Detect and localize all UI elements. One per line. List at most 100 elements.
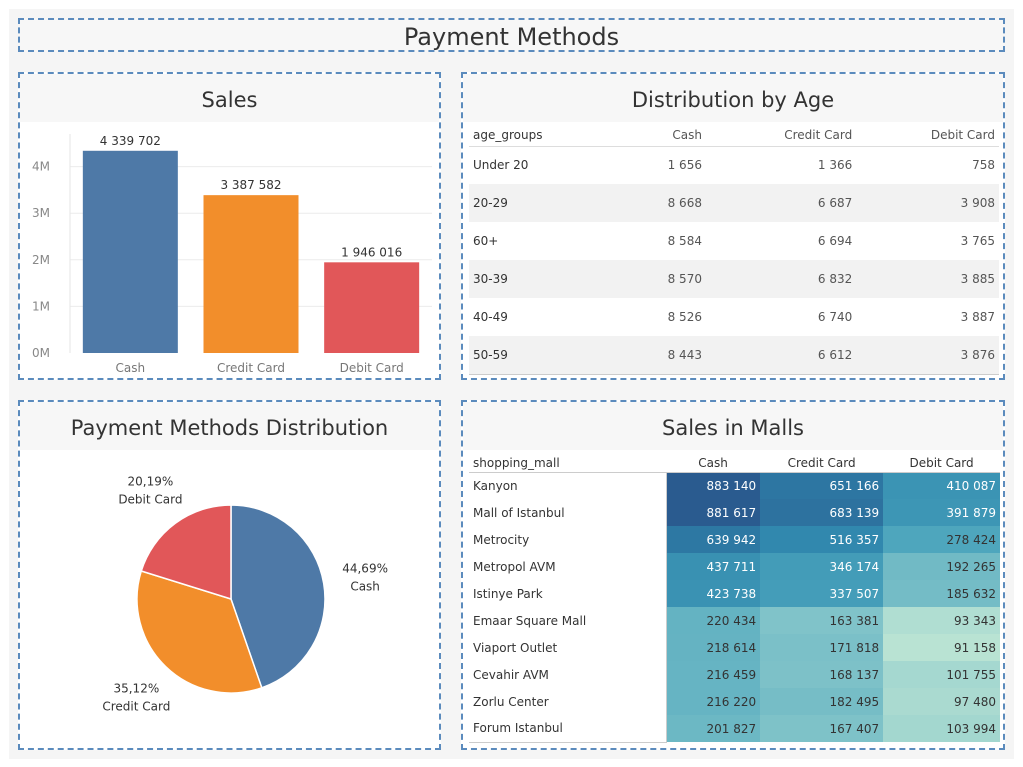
mall-name-cell: Zorlu Center <box>469 688 667 715</box>
mall-heat-cell: 103 994 <box>883 715 1000 742</box>
mall-heat-cell: 163 381 <box>760 607 884 634</box>
mall-heat-cell: 216 459 <box>666 661 761 688</box>
malls-table-row: Forum Istanbul 201 827 167 407 103 994 <box>469 715 1000 743</box>
payment-pie-chart: 44,69% Cash 35,12% Credit Card 20,19% Debit C… <box>102 474 388 714</box>
mall-heat-cell: 93 343 <box>883 607 1000 634</box>
age-value-cell: 6 740 <box>817 310 853 324</box>
malls-column-header: shopping_mall <box>469 454 666 473</box>
malls-table-row: Metrocity 639 942 516 357 278 424 <box>469 526 1000 553</box>
age-table: age_groups Cash Credit Card Debit Card Unde… <box>469 124 999 375</box>
mall-heat-cell: 171 818 <box>760 634 884 661</box>
age-group-cell: 60+ <box>473 234 499 248</box>
age-value-cell: 8 668 <box>622 184 706 222</box>
pie-slice-credit-card[interactable] <box>136 570 263 694</box>
y-tick-label: 2M <box>32 253 50 267</box>
bar-cash[interactable] <box>82 150 178 353</box>
pie-name-label: Cash <box>350 579 380 593</box>
age-value-cell: 8 526 <box>667 310 702 324</box>
age-value-cell: 3 887 <box>960 310 995 324</box>
mall-heat-cell: 167 407 <box>760 715 884 742</box>
age-value-cell: 1 656 <box>667 158 702 173</box>
malls-column-header: Credit Card <box>760 454 884 473</box>
sales-panel: Sales 0M 1M 2M 3M 4M 4 339 702 Cash 3 387 582 Cr… <box>18 72 441 380</box>
age-value-cell: 8 443 <box>622 336 706 375</box>
malls-table-row: Zorlu Center 216 220 182 495 97 480 <box>469 688 1000 715</box>
y-tick-label: 1M <box>32 299 50 313</box>
malls-table-row: Emaar Square Mall 220 434 163 381 93 343 <box>469 607 1000 634</box>
age-value-cell: 6 832 <box>705 260 857 298</box>
pie-slice-cash[interactable] <box>230 504 326 689</box>
age-table-row: 30-39 8 570 6 832 3 885 <box>469 260 999 298</box>
malls-table-row: Viaport Outlet 218 614 171 818 91 158 <box>469 634 1000 661</box>
age-value-cell: 1 366 <box>817 158 853 173</box>
age-value-cell: 8 570 <box>622 260 706 298</box>
age-title: Distribution by Age <box>463 74 1003 122</box>
pie-panel: Payment Methods Distribution 44,69% Cash 3… <box>18 400 441 750</box>
mall-heat-cell: 881 617 <box>666 499 761 526</box>
mall-heat-cell: 391 879 <box>883 499 1000 526</box>
mall-heat-cell: 182 495 <box>760 688 884 715</box>
age-value-cell: 8 584 <box>667 234 702 248</box>
mall-name-cell: Istinye Park <box>469 580 667 607</box>
x-category-label: Credit Card <box>217 361 285 375</box>
mall-heat-cell: 185 632 <box>883 580 1000 607</box>
pie-percent-label: 20,19% <box>128 474 174 488</box>
mall-heat-cell: 218 614 <box>666 634 761 661</box>
mall-heat-cell: 516 357 <box>760 526 884 553</box>
malls-table-row: Metropol AVM 437 711 346 174 192 265 <box>469 553 1000 580</box>
age-group-cell: 40-49 <box>473 310 508 324</box>
mall-heat-cell: 278 424 <box>883 526 1000 553</box>
mall-heat-cell: 651 166 <box>760 472 884 499</box>
bar-value-label: 1 946 016 <box>341 245 402 259</box>
age-value-cell: 3 908 <box>856 184 999 222</box>
mall-heat-cell: 220 434 <box>666 607 761 634</box>
pie-name-label: Credit Card <box>102 700 170 714</box>
malls-table-row: Mall of Istanbul 881 617 683 139 391 879 <box>469 499 1000 526</box>
mall-heat-cell: 201 827 <box>666 715 761 742</box>
age-column-header: age_groups <box>469 124 623 147</box>
bar-credit-card[interactable] <box>203 195 299 353</box>
malls-table-row: Kanyon 883 140 651 166 410 087 <box>469 472 1000 499</box>
mall-heat-cell: 437 711 <box>666 553 761 580</box>
age-value-cell: 3 765 <box>960 234 995 248</box>
mall-heat-cell: 91 158 <box>883 634 1000 661</box>
age-group-cell: Under 20 <box>473 158 529 173</box>
age-column-header: Cash <box>622 124 706 147</box>
y-tick-label: 0M <box>32 346 50 360</box>
sales-bar-chart: 0M 1M 2M 3M 4M 4 339 702 Cash 3 387 582 Credit C… <box>32 134 432 375</box>
age-table-row: Under 20 1 656 1 366 758 <box>469 146 999 184</box>
mall-heat-cell: 101 755 <box>883 661 1000 688</box>
mall-name-cell: Mall of Istanbul <box>469 499 667 526</box>
malls-title: Sales in Malls <box>463 402 1003 450</box>
malls-column-header: Cash <box>666 454 761 473</box>
y-tick-label: 4M <box>32 160 50 174</box>
mall-heat-cell: 883 140 <box>666 472 761 499</box>
mall-heat-cell: 683 139 <box>760 499 884 526</box>
age-value-cell: 6 687 <box>705 184 857 222</box>
malls-table-row: Istinye Park 423 738 337 507 185 632 <box>469 580 1000 607</box>
age-table-row: 50-59 8 443 6 612 3 876 <box>469 336 999 375</box>
mall-name-cell: Metropol AVM <box>469 553 667 580</box>
mall-heat-cell: 216 220 <box>666 688 761 715</box>
mall-name-cell: Kanyon <box>469 472 667 499</box>
y-tick-label: 3M <box>32 206 50 220</box>
age-column-header: Credit Card <box>705 124 857 147</box>
age-table-row: 60+ 8 584 6 694 3 765 <box>469 222 999 260</box>
pie-percent-label: 44,69% <box>342 561 388 575</box>
age-value-cell: 6 612 <box>705 336 857 375</box>
pie-name-label: Debit Card <box>118 492 182 506</box>
x-category-label: Cash <box>116 361 146 375</box>
mall-name-cell: Forum Istanbul <box>469 715 667 743</box>
page-title: Payment Methods <box>403 23 620 51</box>
bar-debit-card[interactable] <box>324 262 420 353</box>
mall-heat-cell: 410 087 <box>883 472 1000 499</box>
mall-name-cell: Cevahir AVM <box>469 661 667 688</box>
mall-heat-cell: 346 174 <box>760 553 884 580</box>
age-value-cell: 3 876 <box>856 336 999 375</box>
pie-slice-debit-card[interactable] <box>140 504 232 601</box>
malls-column-header: Debit Card <box>883 454 1000 473</box>
age-value-cell: 758 <box>972 158 995 173</box>
mall-heat-cell: 192 265 <box>883 553 1000 580</box>
mall-heat-cell: 168 137 <box>760 661 884 688</box>
malls-panel: Sales in Malls shopping_mall Cash Credit C… <box>461 400 1005 750</box>
